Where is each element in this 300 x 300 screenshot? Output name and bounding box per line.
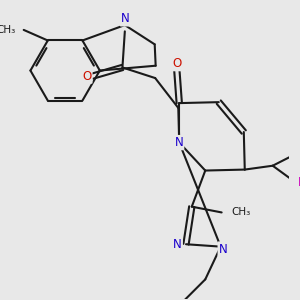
Text: O: O: [172, 57, 182, 70]
Text: N: N: [173, 238, 182, 251]
Text: CH₃: CH₃: [0, 25, 16, 35]
Text: N: N: [174, 136, 183, 149]
Text: N: N: [121, 12, 130, 25]
Text: CH₃: CH₃: [231, 207, 250, 218]
Text: F: F: [298, 176, 300, 189]
Text: N: N: [219, 242, 227, 256]
Text: O: O: [82, 70, 92, 83]
